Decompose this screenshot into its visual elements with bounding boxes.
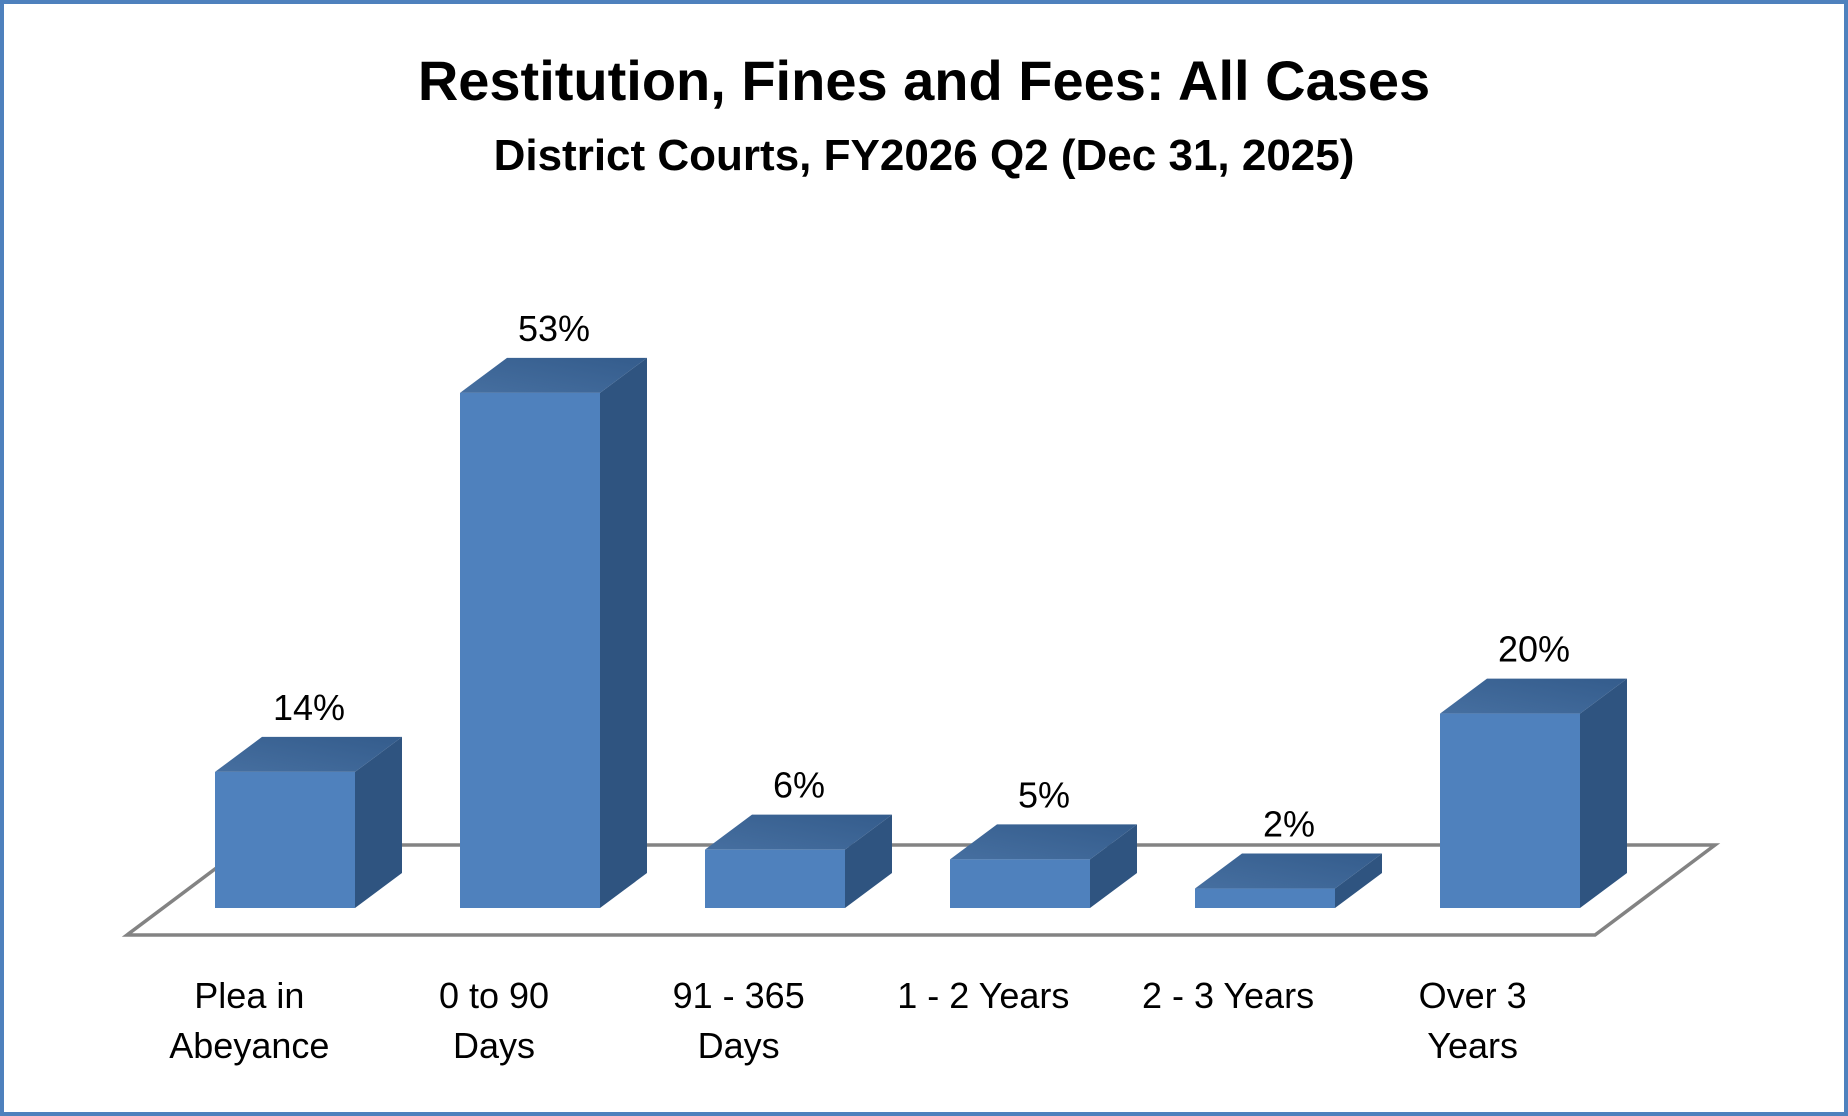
bar-front-face	[705, 849, 845, 908]
category-label-5-line-1: Years	[1427, 1025, 1518, 1066]
category-label-2-line-1: Days	[698, 1025, 780, 1066]
value-label-2: 6%	[773, 765, 825, 806]
bar-top-face	[1440, 678, 1627, 714]
bar-front-face	[950, 859, 1090, 908]
category-label-5-line-0: Over 3	[1419, 975, 1527, 1016]
bar-side-face	[600, 357, 647, 909]
category-label-1-line-1: Days	[453, 1025, 535, 1066]
category-label-2-line-0: 91 - 365	[673, 975, 805, 1016]
value-label-4: 2%	[1263, 804, 1315, 845]
bar-group-4: 2%	[1195, 804, 1382, 908]
bar-group-0: 14%	[215, 687, 402, 908]
chart-subtitle: District Courts, FY2026 Q2 (Dec 31, 2025…	[494, 131, 1355, 180]
bar-top-face	[1195, 853, 1382, 889]
floor-plane	[121, 843, 1721, 937]
bar-group-2: 6%	[705, 765, 892, 908]
bar-top-face	[460, 357, 647, 393]
bar-top-face	[705, 814, 892, 850]
category-label-1-line-0: 0 to 90	[439, 975, 549, 1016]
bar-side-face	[1580, 678, 1627, 908]
bar-group-5: 20%	[1440, 629, 1627, 908]
category-label-4: 2 - 3 Years	[1142, 975, 1314, 1016]
bar-front-face	[1195, 888, 1335, 908]
bar-front-face	[215, 771, 355, 908]
bar-side-face	[1090, 824, 1137, 908]
value-label-0: 14%	[273, 687, 345, 728]
value-label-5: 20%	[1498, 629, 1570, 670]
value-label-3: 5%	[1018, 774, 1070, 815]
category-label-3: 1 - 2 Years	[897, 975, 1069, 1016]
bar-top-face	[950, 824, 1137, 860]
bar-side-face	[1335, 853, 1382, 908]
bar-top-face	[215, 736, 402, 772]
bar-group-3: 5%	[950, 774, 1137, 908]
chart-title: Restitution, Fines and Fees: All Cases	[418, 49, 1430, 112]
category-label-0-line-1: Abeyance	[169, 1025, 329, 1066]
bar-front-face	[460, 392, 600, 909]
bar-front-face	[1440, 713, 1580, 908]
plot-area: 14% Plea in Abeyance 53% 0 to 90 Days 6% 91 - 3…	[121, 308, 1721, 1066]
category-label-0-line-0: Plea in	[194, 975, 304, 1016]
bar-side-face	[845, 814, 892, 908]
bar-group-1: 53%	[460, 308, 647, 909]
value-label-1: 53%	[518, 308, 590, 349]
bar-side-face	[355, 736, 402, 908]
